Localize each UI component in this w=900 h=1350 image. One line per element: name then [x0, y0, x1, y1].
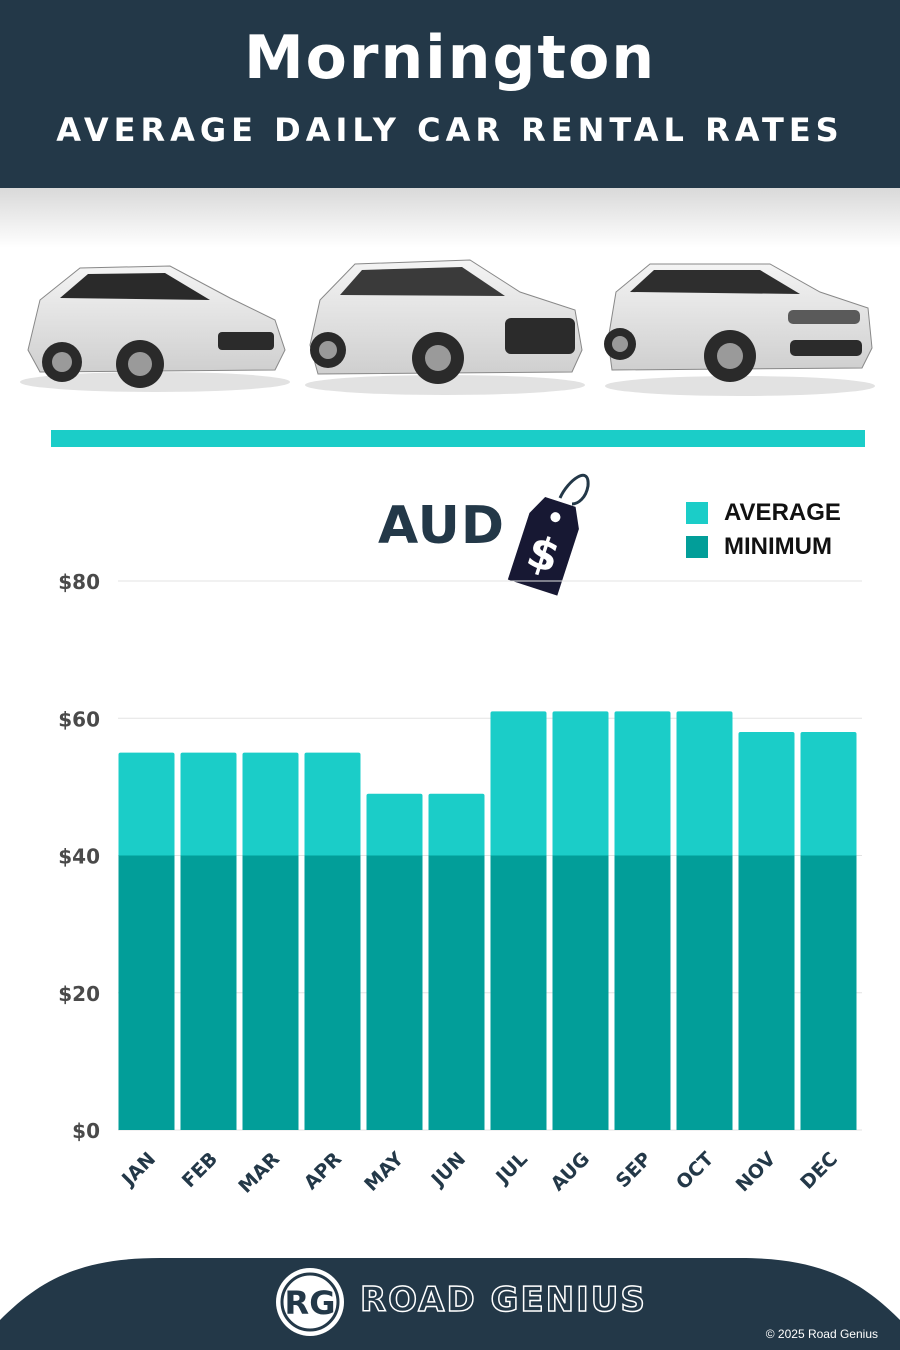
y-tick-label: $20 [58, 982, 100, 1006]
bar-minimum [614, 855, 671, 1130]
x-tick-label: APR [300, 1148, 346, 1194]
page-subtitle: AVERAGE DAILY CAR RENTAL RATES [56, 111, 844, 149]
chart-legend: AVERAGE MINIMUM [686, 496, 841, 564]
bar-minimum [180, 855, 237, 1130]
y-tick-label: $80 [58, 570, 100, 594]
bar-minimum [242, 855, 299, 1130]
legend-swatch-average [686, 502, 708, 524]
y-tick-label: $60 [58, 707, 100, 731]
x-tick-label: JUL [491, 1148, 532, 1189]
legend-swatch-minimum [686, 536, 708, 558]
divider-bar [51, 430, 865, 447]
header-banner: Mornington AVERAGE DAILY CAR RENTAL RATE… [0, 0, 900, 188]
logo-initials: RG [285, 1284, 336, 1322]
page-title: Mornington [243, 23, 657, 93]
bar-minimum [490, 855, 547, 1130]
legend-item-minimum: MINIMUM [686, 530, 841, 564]
y-tick-label: $40 [58, 845, 100, 869]
legend-item-average: AVERAGE [686, 496, 841, 530]
brand-name: ROAD GENIUS [359, 1280, 647, 1320]
logo-circle [276, 1268, 344, 1336]
car-illustrations [20, 259, 875, 396]
bar-minimum [552, 855, 609, 1130]
legend-label-average: AVERAGE [724, 499, 841, 526]
bar-minimum [738, 855, 795, 1130]
bar-chart: $0 $20 $40 $60 $80 JAN FEB MAR APR MAY JUN JUL AUG SE… [58, 570, 862, 1198]
bar-minimum [366, 855, 423, 1130]
price-tag-icon: $ [507, 473, 590, 596]
y-tick-label: $0 [72, 1119, 100, 1143]
x-tick-label: DEC [796, 1148, 842, 1194]
x-tick-label: OCT [672, 1148, 718, 1194]
x-tick-label: NOV [732, 1148, 780, 1196]
bar-minimum [428, 855, 485, 1130]
x-tick-label: MAY [360, 1148, 408, 1196]
header-shadow [0, 188, 900, 248]
x-tick-label: FEB [178, 1148, 222, 1192]
luxury-suv-car-image [604, 263, 875, 396]
suv-car-image [305, 259, 585, 395]
currency-label: AUD [378, 496, 506, 556]
x-tick-label: JUN [426, 1148, 470, 1192]
bar-minimum [304, 855, 361, 1130]
x-tick-label: AUG [547, 1148, 594, 1195]
x-tick-label: JAN [116, 1148, 160, 1192]
bar-minimum [676, 855, 733, 1130]
footer-banner: RG [0, 1258, 900, 1350]
copyright-text: © 2025 Road Genius [765, 1327, 878, 1341]
legend-label-minimum: MINIMUM [724, 533, 832, 560]
bar-minimum [800, 855, 857, 1130]
bar-minimum [118, 855, 175, 1130]
x-tick-label: SEP [612, 1148, 656, 1192]
hatchback-car-image [20, 265, 290, 392]
x-tick-label: MAR [234, 1148, 284, 1198]
